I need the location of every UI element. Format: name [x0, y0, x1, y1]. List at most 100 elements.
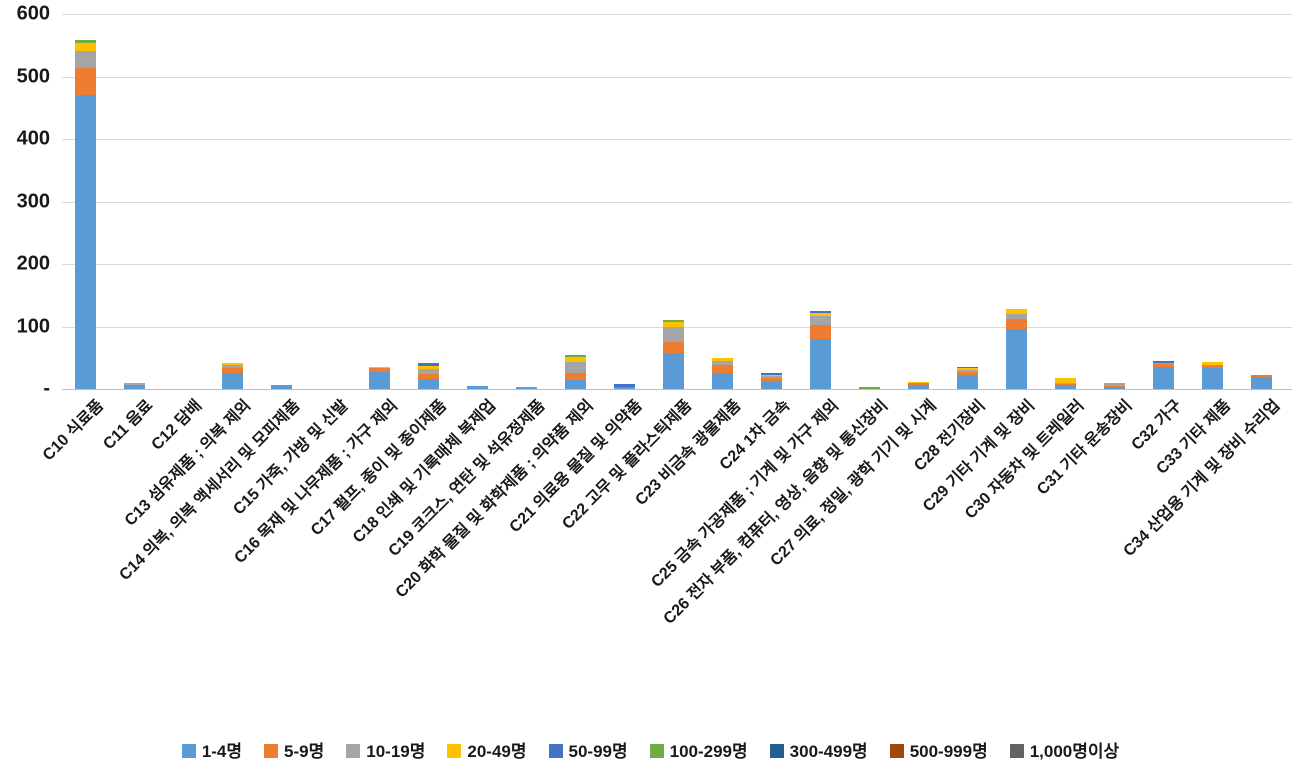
bar-segment	[1005, 319, 1027, 329]
gridline	[62, 76, 1292, 78]
bar-segment	[74, 95, 96, 389]
x-axis-label-text: C11 음료	[99, 397, 157, 454]
bar-segment	[662, 319, 684, 322]
bar-segment	[956, 375, 978, 389]
legend-item: 5-9명	[264, 743, 324, 760]
legend-item: 1,000명이상	[1009, 743, 1119, 760]
bar-segment	[1005, 329, 1027, 389]
bar-segment	[907, 385, 929, 389]
y-tick-label: 600	[16, 2, 50, 25]
bar-segment	[711, 372, 733, 389]
bar-segment	[123, 383, 145, 386]
bar-segment	[1103, 387, 1125, 389]
bar-segment	[907, 382, 929, 386]
legend-swatch-icon	[769, 744, 784, 758]
bar-segment	[662, 353, 684, 389]
bar-segment	[564, 379, 586, 389]
legend-label: 100-299명	[669, 741, 748, 761]
bar-segment	[1201, 364, 1223, 369]
legend-label: 50-99명	[568, 741, 628, 761]
bar-segment	[74, 39, 96, 43]
bar-segment	[417, 374, 439, 379]
bar-segment	[809, 312, 831, 316]
bar-segment	[270, 384, 292, 389]
bar-segment	[417, 365, 439, 369]
bar-segment	[1005, 314, 1027, 319]
bar-segment	[760, 377, 782, 381]
legend-swatch-icon	[649, 744, 664, 758]
bar-segment	[809, 310, 831, 313]
legend-item: 100-299명	[649, 741, 748, 761]
bar-segment	[1152, 362, 1174, 364]
bar-segment	[1054, 385, 1076, 389]
bar-segment	[809, 315, 831, 325]
gridline	[62, 264, 1292, 265]
y-tick-label: 200	[16, 252, 50, 275]
bar-segment	[1250, 375, 1272, 378]
x-axis-label-text: C14 의복, 의복 액세서리 및 모피제품	[116, 397, 304, 584]
legend-item: 10-19명	[346, 743, 425, 760]
bar-segment	[662, 321, 684, 327]
legend-swatch-icon	[346, 744, 361, 758]
bar-segment	[1054, 382, 1076, 384]
bar-segment	[760, 373, 782, 375]
bar-segment	[466, 385, 488, 389]
bar-segment	[515, 388, 537, 390]
bar-segment	[417, 369, 439, 374]
bar-segment	[613, 386, 635, 389]
bar-segment	[221, 373, 243, 389]
bar-segment	[662, 326, 684, 342]
bar-segment	[760, 374, 782, 376]
bar-segment	[907, 381, 929, 383]
y-tick-label: -	[43, 377, 50, 400]
bar-segment	[1152, 364, 1174, 368]
bar-segment	[662, 341, 684, 354]
y-tick-label: 400	[16, 127, 50, 150]
legend-label: 20-49명	[467, 741, 527, 761]
bar-segment	[1152, 360, 1174, 363]
gridline	[62, 139, 1292, 140]
legend-swatch-icon	[1009, 744, 1024, 758]
bar-segment	[74, 68, 96, 96]
y-tick-label: 500	[16, 65, 50, 88]
bar-segment	[711, 357, 733, 361]
y-tick-label: 300	[16, 190, 50, 213]
bar-segment	[515, 387, 537, 389]
bar-segment	[417, 379, 439, 389]
legend-item: 1-4명	[181, 743, 242, 760]
legend-label: 5-9명	[284, 741, 325, 761]
gridline	[62, 14, 1292, 15]
bar-segment	[809, 324, 831, 339]
bar-segment	[221, 365, 243, 369]
bar-segment	[956, 370, 978, 373]
bar-segment	[1201, 362, 1223, 365]
legend-item: 20-49명	[447, 741, 527, 761]
bar-segment	[368, 368, 390, 372]
bar-segment	[711, 360, 733, 365]
legend-label: 500-999명	[909, 741, 988, 761]
legend-swatch-icon	[889, 744, 904, 758]
bar-segment	[711, 364, 733, 373]
bar-segment	[564, 361, 586, 374]
bar-segment	[368, 371, 390, 389]
bar-segment	[1152, 367, 1174, 389]
bar-segment	[809, 339, 831, 389]
bar-segment	[123, 385, 145, 389]
bar-segment	[956, 368, 978, 371]
x-axis-line	[62, 389, 1292, 390]
bar-segment	[564, 354, 586, 357]
legend-swatch-icon	[548, 744, 563, 758]
legend-label: 10-19명	[366, 741, 426, 761]
gridline	[62, 201, 1292, 203]
bar-segment	[1103, 383, 1125, 386]
legend-item: 500-999명	[889, 741, 988, 761]
x-axis-label-text: C26 전자 부품, 컴퓨터, 영상, 음향 및 통신장비	[660, 397, 892, 628]
legend-label: 300-499명	[789, 741, 868, 761]
bar-segment	[956, 372, 978, 376]
bar-segment	[74, 42, 96, 51]
plot-area	[62, 14, 1292, 390]
bar-segment	[1005, 309, 1027, 314]
bar-segment	[1054, 377, 1076, 383]
legend-swatch-icon	[264, 744, 279, 758]
bar-segment	[1103, 385, 1125, 388]
